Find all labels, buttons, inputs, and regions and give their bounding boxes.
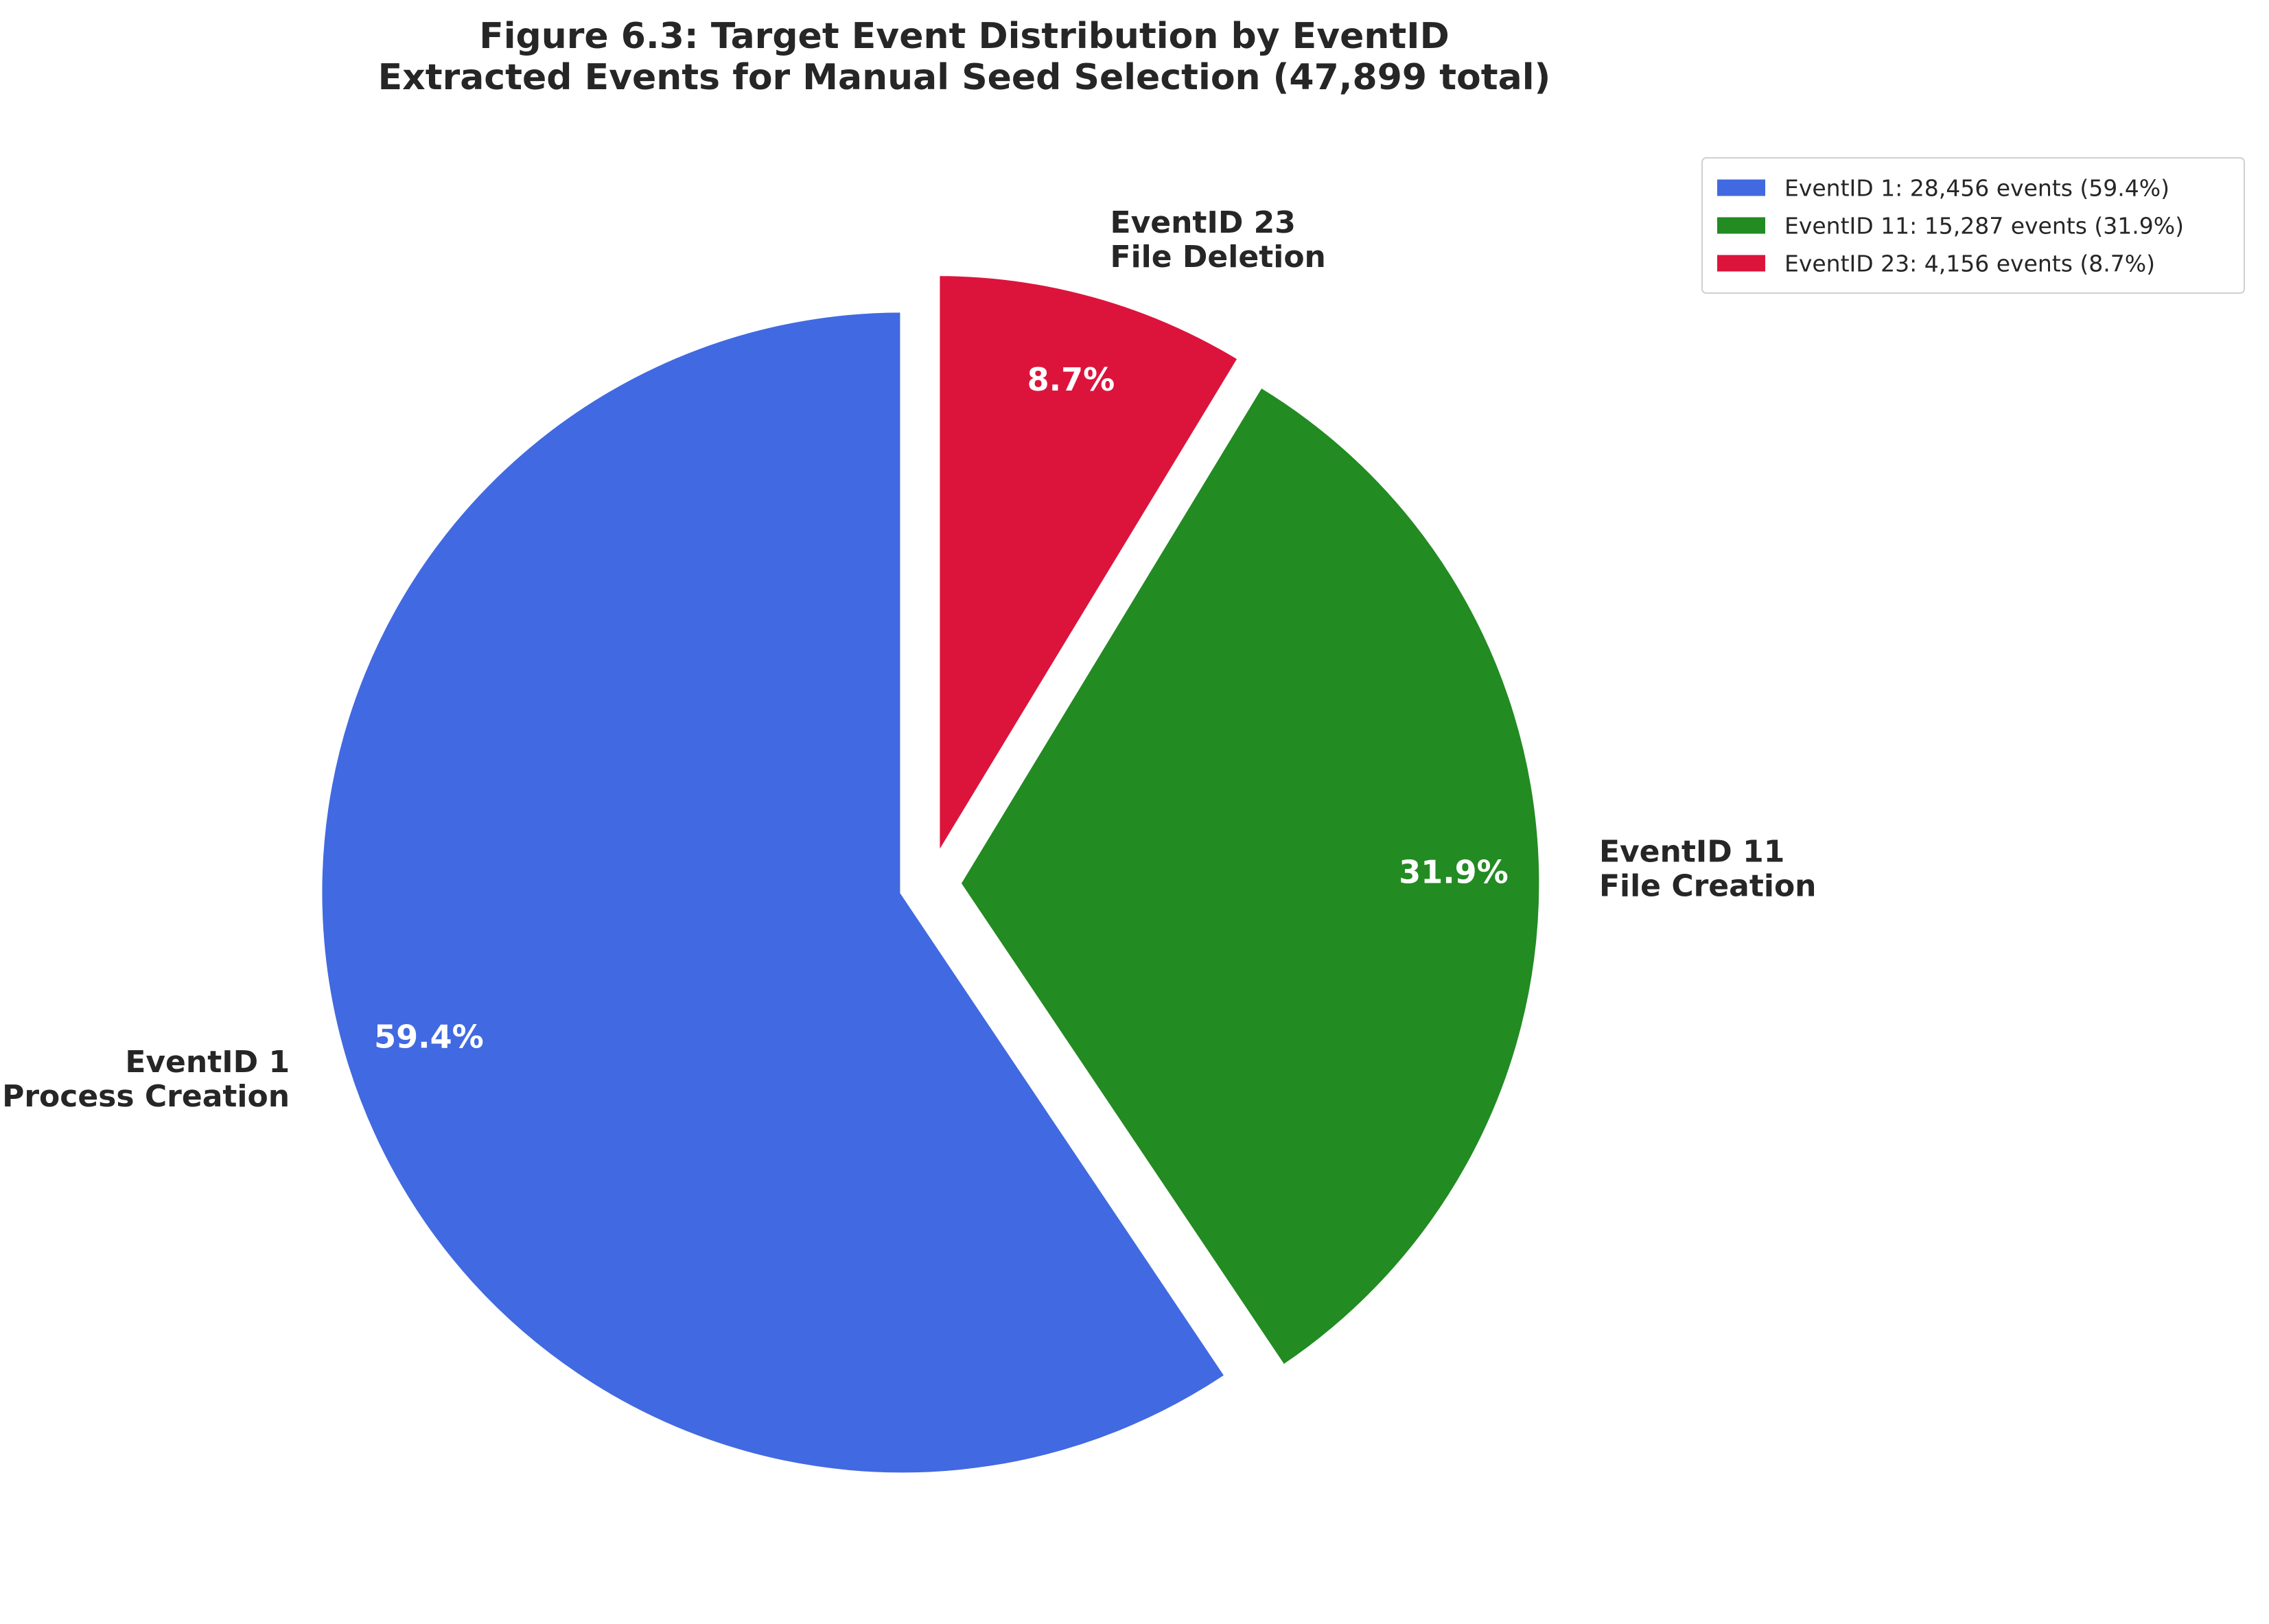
pie-slices [318,272,1544,1477]
chart-title-line-2: Extracted Events for Manual Seed Selecti… [378,57,1551,98]
pie-outer-label-1: EventID 11 File Creation [1599,835,1817,904]
legend-entry-0: EventID 1: 28,456 events (59.4%) [1784,175,2169,202]
legend: EventID 1: 28,456 events (59.4%) EventID … [1701,157,2245,294]
pie-outer-label-subtitle-1: File Creation [1599,869,1817,904]
pie-outer-label-0: EventID 1 Process Creation [2,1045,290,1114]
pie-outer-label-subtitle-0: Process Creation [2,1079,290,1114]
pie-outer-label-title-0: EventID 1 [125,1045,290,1080]
pie-outer-label-subtitle-2: File Deletion [1110,240,1326,275]
pie-percent-label-0: 59.4% [374,1018,484,1055]
legend-frame [1701,157,2245,294]
pie-slice-2 [935,272,1243,863]
legend-entry-1: EventID 11: 15,287 events (31.9%) [1784,213,2184,240]
pie-percent-label-2: 8.7% [1027,361,1115,398]
pie-slice-1 [956,382,1544,1370]
pie-percent-label-1: 31.9% [1399,853,1509,890]
chart-title-line-1: Figure 6.3: Target Event Distribution by… [479,16,1450,57]
legend-entry-2: EventID 23: 4,156 events (8.7%) [1784,251,2155,277]
pie-labels: 59.4% EventID 1 Process Creation 31.9% Event… [2,205,1816,1114]
legend-swatch-2 [1717,255,1765,272]
pie-outer-label-title-1: EventID 11 [1599,835,1784,870]
pie-outer-label-2: EventID 23 File Deletion [1110,205,1326,275]
pie-slice-0 [318,308,1230,1477]
pie-outer-label-title-2: EventID 23 [1110,205,1296,240]
legend-swatch-1 [1717,217,1765,234]
legend-swatch-0 [1717,179,1765,196]
